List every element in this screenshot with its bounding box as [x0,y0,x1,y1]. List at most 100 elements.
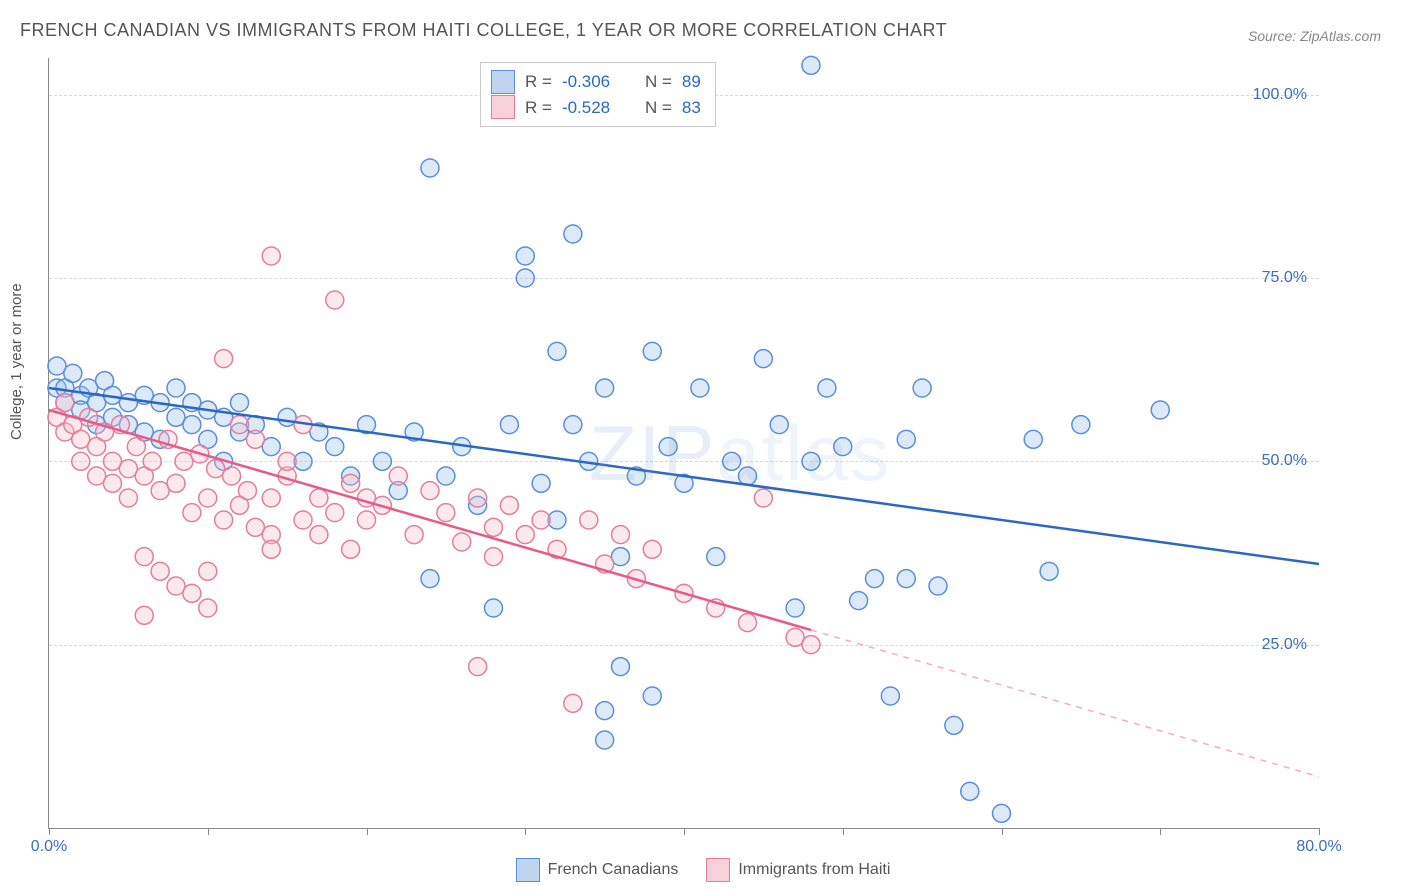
data-point [596,731,614,749]
data-point [119,489,137,507]
data-point [643,687,661,705]
x-tick [843,828,844,835]
x-tick [684,828,685,835]
legend-label-blue: French Canadians [548,861,679,879]
swatch-pink-icon [706,858,730,882]
data-point [183,584,201,602]
data-point [326,504,344,522]
stats-row-pink: R = -0.528 N = 83 [491,95,701,121]
data-point [469,489,487,507]
y-tick-label: 25.0% [1262,636,1307,654]
x-tick [49,828,50,835]
data-point [961,782,979,800]
data-point [1040,562,1058,580]
bottom-legend: French Canadians Immigrants from Haiti [0,858,1406,882]
data-point [739,467,757,485]
data-point [199,599,217,617]
data-point [1072,416,1090,434]
data-point [993,804,1011,822]
x-tick [1160,828,1161,835]
data-point [421,159,439,177]
data-point [326,291,344,309]
data-point [516,526,534,544]
data-point [421,570,439,588]
data-point [564,225,582,243]
data-point [818,379,836,397]
data-point [770,416,788,434]
data-point [437,467,455,485]
data-point [500,496,518,514]
data-point [500,416,518,434]
data-point [485,548,503,566]
data-point [596,702,614,720]
data-point [1151,401,1169,419]
data-point [215,350,233,368]
x-tick-label: 80.0% [1296,838,1341,856]
data-point [246,430,264,448]
y-axis-label: College, 1 year or more [8,283,25,440]
data-point [897,430,915,448]
data-point [1024,430,1042,448]
data-point [167,474,185,492]
data-point [373,452,391,470]
data-point [127,438,145,456]
stats-legend-box: R = -0.306 N = 89 R = -0.528 N = 83 [480,62,716,127]
data-point [754,489,772,507]
data-point [310,526,328,544]
data-point [342,474,360,492]
data-point [215,511,233,529]
scatter-plot: ZIPatlas 25.0%50.0%75.0%100.0%0.0%80.0% [48,58,1319,829]
data-point [64,364,82,382]
data-point [104,474,122,492]
swatch-blue-icon [491,70,515,94]
data-point [231,394,249,412]
data-point [326,438,344,456]
data-point [913,379,931,397]
data-point [564,694,582,712]
data-point [358,511,376,529]
swatch-blue-icon [516,858,540,882]
r-value-pink: -0.528 [562,95,627,121]
data-point [294,511,312,529]
data-point [421,482,439,500]
data-point [612,526,630,544]
data-point [802,636,820,654]
x-tick [1002,828,1003,835]
data-point [739,614,757,632]
data-point [151,562,169,580]
x-tick [367,828,368,835]
data-point [231,416,249,434]
data-point [310,489,328,507]
data-point [802,452,820,470]
data-point [135,606,153,624]
stats-row-blue: R = -0.306 N = 89 [491,69,701,95]
data-point [754,350,772,368]
data-point [135,548,153,566]
data-point [548,342,566,360]
data-point [183,504,201,522]
data-point [262,489,280,507]
data-point [437,504,455,522]
data-point [850,592,868,610]
legend-item-blue: French Canadians [516,858,679,882]
x-tick [525,828,526,835]
data-point [834,438,852,456]
data-point [469,658,487,676]
y-tick-label: 75.0% [1262,269,1307,287]
data-point [516,269,534,287]
data-point [691,379,709,397]
swatch-pink-icon [491,95,515,119]
data-point [223,467,241,485]
data-point [262,540,280,558]
x-tick [208,828,209,835]
data-point [612,658,630,676]
data-point [453,533,471,551]
data-point [516,247,534,265]
data-point [485,518,503,536]
data-point [897,570,915,588]
n-value-blue: 89 [682,69,701,95]
data-point [72,452,90,470]
data-point [802,56,820,74]
source-attribution: Source: ZipAtlas.com [1248,28,1381,44]
data-point [199,562,217,580]
